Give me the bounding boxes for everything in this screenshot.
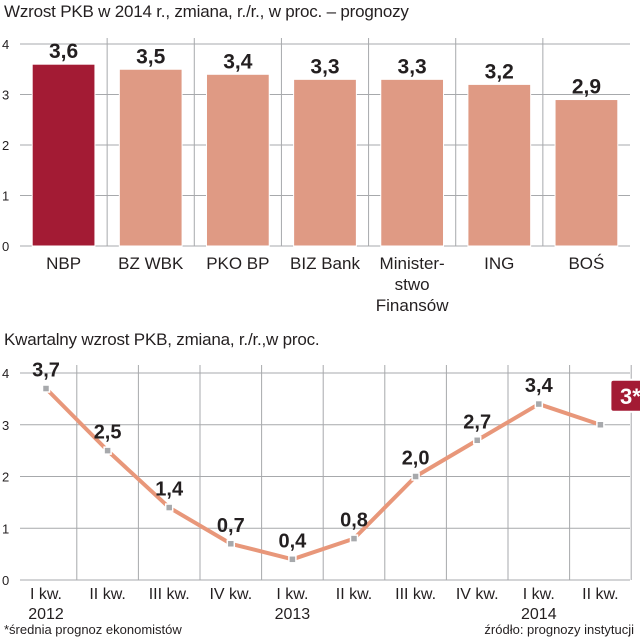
bar-value-label: 2,9 [572,76,601,99]
bar-chart-title: Wzrost PKB w 2014 r., zmiana, r./r., w p… [4,2,409,21]
footnote: *średnia prognoz ekonomistów [4,622,182,637]
line-category-label: II kw. [89,586,125,603]
line-category-label: II kw. [582,586,618,603]
bar [554,99,619,247]
line-value-label: 2,5 [94,422,122,444]
line-category-label: III kw. [395,586,436,603]
line-value-label: 0,8 [340,510,368,532]
bar-y-tick-label: 1 [2,189,9,204]
bar-category-label: ING [484,254,514,273]
bar [467,83,532,247]
line-value-label: 0,7 [217,515,245,537]
line-category-label: III kw. [149,586,190,603]
line-point [472,436,482,445]
bar [293,78,357,247]
line-point [596,420,605,429]
bar-y-tick-label: 2 [2,138,9,153]
line-value-label: 3,4 [525,375,554,397]
line-category-label: 2014 [521,606,557,623]
bar-category-label: NBP [46,254,81,273]
line-category-label: 2013 [275,606,311,623]
bar-value-label: 3,3 [398,55,427,78]
bar-chart: 0 1 2 3 4 3,6 NBP 3,5 BZ WBK 3,4 PKO BP 3,3 BIZ Bank… [2,37,630,315]
forecast-badge [609,378,640,413]
line-value-label: 0,4 [278,530,307,552]
bar-value-label: 3,2 [485,60,514,83]
bar-category-label: stwo [395,275,430,294]
bar-category-label: BZ WBK [118,254,184,273]
bar-category-label: Finansów [376,296,449,315]
bar-value-label: 3,4 [223,50,253,73]
bar-value-label: 3,3 [310,55,339,78]
line-category-label: IV kw. [456,586,499,603]
line-point [411,472,420,481]
line-point [226,539,236,549]
bar [31,63,96,247]
forecast-label: 3* [620,384,640,409]
bar [205,73,270,247]
bar-y-tick-label: 0 [2,239,9,254]
bar-category-label: Minister- [380,254,445,273]
bar-y-tick-label: 4 [2,37,9,52]
bar [380,78,445,247]
bar-value-label: 3,6 [49,40,78,63]
line-value-label: 2,7 [463,411,491,433]
line-value-label: 3,7 [32,360,60,382]
line-y-tick-label: 0 [2,573,9,588]
line-category-label: 2012 [28,606,64,623]
line-value-label: 1,4 [155,479,184,501]
line-y-tick-label: 1 [2,521,9,536]
line-point [103,446,112,455]
line-y-tick-label: 3 [2,418,9,433]
bar-category-label: PKO BP [206,254,269,273]
line-category-label: IV kw. [209,586,252,603]
line-category-label: II kw. [336,586,372,603]
bar-category-label: BIZ Bank [290,254,360,273]
line-category-label: I kw. [523,586,555,603]
line-chart-title: Kwartalny wzrost PKB, zmiana, r./r.,w pr… [4,330,320,349]
line-y-tick-label: 4 [2,366,9,381]
line-point [41,384,51,393]
bar [118,68,183,247]
line-category-label: I kw. [30,586,62,603]
line-category-label: I kw. [276,586,308,603]
line-point [534,399,544,409]
line-y-tick-label: 2 [2,470,9,485]
line-point [288,555,297,564]
bar-category-label: BOŚ [568,254,604,273]
line-point [349,534,359,543]
series-line [44,387,602,562]
line-point [164,503,174,512]
bar-y-tick-label: 3 [2,88,9,103]
line-value-label: 2,0 [402,448,430,470]
bar-value-label: 3,5 [136,45,166,68]
source-note: źródło: prognozy instytucji [484,622,634,637]
